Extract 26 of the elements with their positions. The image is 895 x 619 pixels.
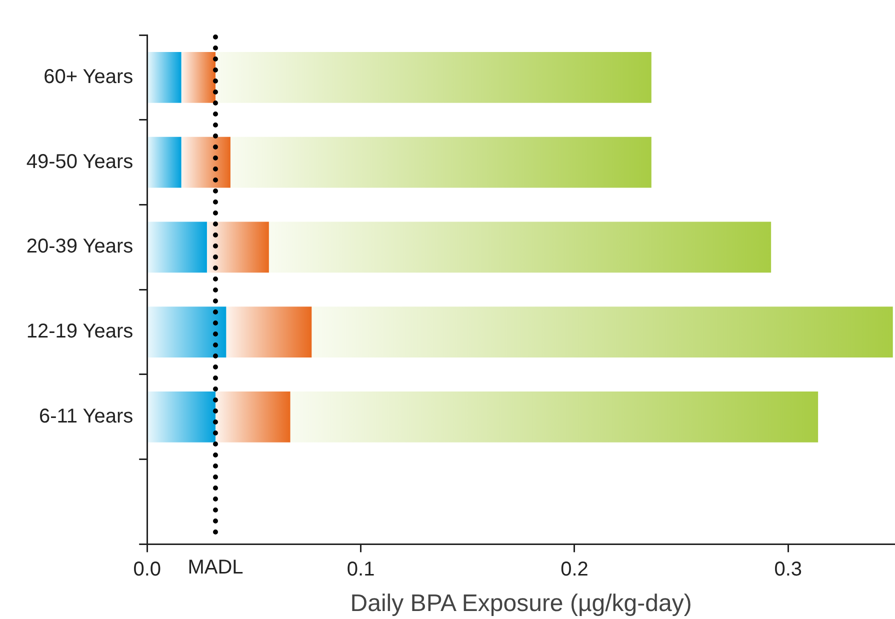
x-tick-label: 0.2 <box>560 558 588 581</box>
bar <box>148 222 207 273</box>
y-tick-label: 12-19 Years <box>26 320 134 343</box>
bar <box>268 222 772 273</box>
x-tick-label: 0.3 <box>774 558 802 581</box>
bar <box>215 52 652 103</box>
bar <box>181 52 216 103</box>
y-tick-label: 60+ Years <box>44 66 134 88</box>
bar <box>148 391 216 442</box>
bar <box>215 391 290 442</box>
bar <box>230 136 652 188</box>
bar <box>312 306 893 358</box>
bar <box>148 52 182 103</box>
bar <box>148 136 182 188</box>
bar <box>226 306 312 358</box>
x-axis-title: Daily BPA Exposure (µg/kg-day) <box>350 590 692 618</box>
bar <box>290 391 818 442</box>
bar <box>148 306 226 358</box>
ref-line-label: MADL <box>188 556 244 579</box>
y-tick-label: 49-50 Years <box>26 150 134 173</box>
y-tick-label: 6-11 Years <box>38 405 134 428</box>
x-tick-label: 0.0 <box>133 558 162 581</box>
x-tick-label: 0.1 <box>346 558 375 581</box>
bar <box>206 222 269 273</box>
bar <box>181 136 230 188</box>
y-tick-label: 20-39 Years <box>26 236 134 258</box>
